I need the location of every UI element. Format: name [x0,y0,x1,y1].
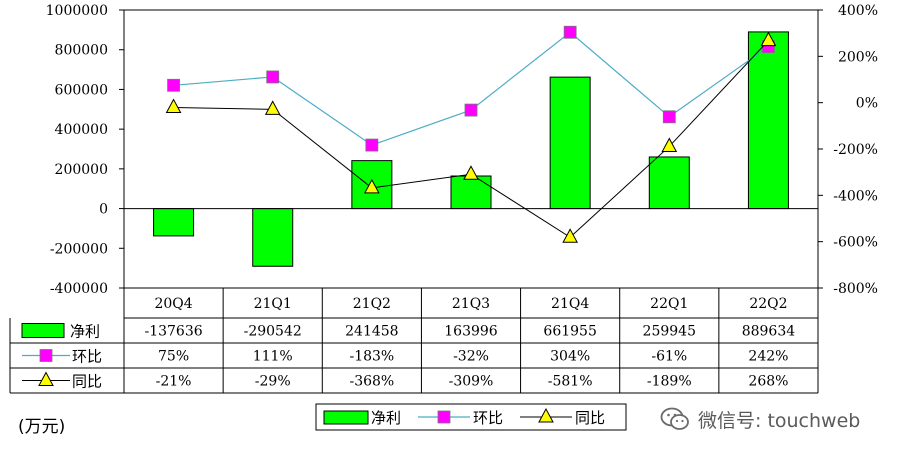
qoq-marker-21Q2 [365,138,379,152]
y-right-tick-label: -400% [833,188,878,204]
x-tick-label: 21Q1 [254,296,292,312]
y-right-tick-label: 200% [838,49,878,65]
table-cell: -189% [647,374,692,390]
table-cell: -29% [255,374,291,390]
y-left-tick-label: 600000 [55,82,108,98]
watermark-text: 微信号: touchweb [698,409,861,432]
table-cell: 661955 [543,324,596,340]
table-cell: -368% [349,374,394,390]
grid [123,9,819,289]
table-cell: -581% [548,374,593,390]
table-cell: 241458 [345,324,398,340]
table-cell: -21% [156,374,192,390]
legend-label-qoq: 环比 [473,409,503,427]
table-cell: 259945 [643,324,696,340]
x-tick-label: 21Q2 [353,296,391,312]
legend-label-net-profit: 净利 [371,409,401,427]
yoy-marker-21Q3 [463,165,479,180]
table-cell: 889634 [742,324,796,340]
yoy-marker-21Q1 [264,100,281,115]
x-tick-label: 22Q1 [650,296,688,312]
y-left-tick-label: 400000 [55,122,108,138]
bar-22Q2 [747,31,789,210]
table-cell: -32% [453,349,489,365]
y-left-tick-label: 800000 [55,43,108,59]
x-tick-label: 21Q3 [452,296,490,312]
table-cell: -309% [449,374,494,390]
plot-frame [123,9,819,289]
y-left-tick-label: 0 [99,202,108,218]
table-cell: 304% [550,349,590,365]
table-cell: 242% [748,349,788,365]
y-right-tick-label: 0% [856,96,878,112]
watermark: 微信号: touchweb [660,404,860,434]
legend-key-net-profit [323,410,369,425]
bar-21Q1 [252,208,294,267]
y-left-tick-label: -200000 [50,241,108,257]
yoy-marker-21Q4 [562,228,578,243]
yoy-marker-20Q4 [165,98,182,114]
table-cell: -290542 [244,324,302,340]
qoq-marker-20Q4 [167,78,180,92]
y-right-tick-label: 400% [838,3,878,19]
y-left-tick-label: 200000 [55,162,108,178]
y-right-tick-label: -200% [833,142,878,158]
table-cell: 268% [748,374,788,390]
yoy-marker-22Q1 [661,137,678,152]
qoq-marker-22Q1 [662,110,676,124]
wechat-icon [660,407,689,430]
y-right-tick-label: -800% [833,281,878,297]
bar-21Q4 [549,76,591,210]
x-tick-label: 21Q4 [551,296,589,312]
table-cell: -137636 [144,324,202,340]
yoy-marker-21Q2 [364,178,380,194]
y-left-tick-label: 1000000 [46,3,108,19]
line-series [165,25,777,243]
bar-series-net-profit [153,31,789,267]
row-key-marker-yoy [38,371,54,386]
row-label-net-profit: 净利 [70,323,100,341]
bar-21Q3 [450,175,492,210]
table-cell: 111% [253,349,293,365]
table-cell: 75% [158,349,189,365]
qoq-marker-21Q4 [563,25,577,39]
row-label-yoy: 同比 [72,373,102,391]
row-key-marker-qoq [39,349,53,362]
legend-key-marker-qoq [437,410,451,424]
yoy-marker-22Q2 [760,31,777,47]
x-tick-label: 22Q2 [749,296,787,312]
row-key-net-profit [21,323,65,338]
table-cell: -183% [349,349,394,365]
axes: 1000000 800000 600000 400000 200000 0 -200000 -… [46,3,878,297]
line-qoq [173,31,769,146]
y-right-tick-label: -600% [833,235,878,251]
bar-22Q1 [648,156,690,210]
bar-20Q4 [153,208,195,237]
legend: 净利 环比 同比 [315,403,627,431]
qoq-marker-21Q1 [266,70,280,84]
row-label-qoq: 环比 [72,348,102,366]
table-cell: -61% [651,349,687,365]
legend-key-marker-yoy [538,407,554,423]
x-tick-label: 20Q4 [154,296,192,312]
y-left-tick-label: -400000 [50,281,108,297]
unit-label: (万元) [18,417,66,437]
table-cell: 163996 [444,324,498,340]
qoq-marker-21Q3 [464,103,478,117]
legend-label-yoy: 同比 [575,409,605,427]
